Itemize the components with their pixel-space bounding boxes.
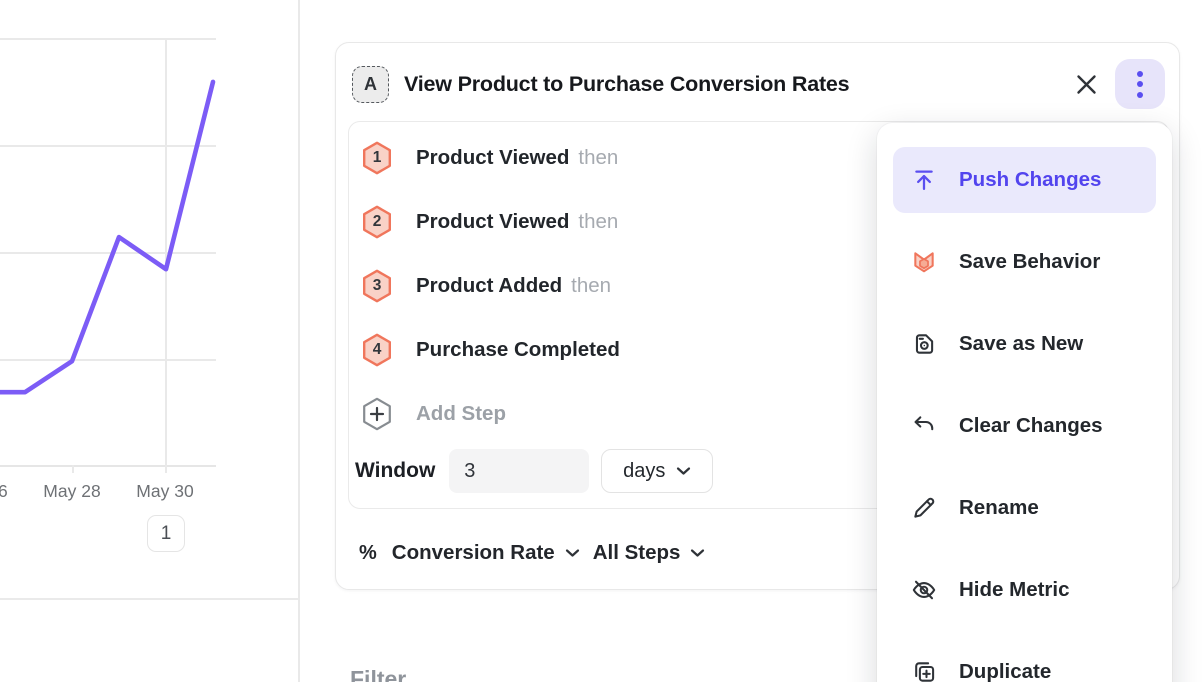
funnel-step-row[interactable]: 2 Product Viewed then [362, 190, 1168, 254]
funnel-steps-box: 1 Product Viewed then 2 Product Viewed then 3 P… [348, 121, 1169, 509]
hexagon-step-icon: 4 [362, 333, 392, 367]
kebab-icon [1137, 70, 1143, 77]
chart-gridline [0, 359, 216, 361]
undo-icon [911, 413, 937, 439]
kebab-icon [1137, 91, 1143, 98]
push-changes-icon [911, 167, 937, 193]
menu-item-label: Hide Metric [959, 578, 1070, 601]
step-event-label: Product Viewed [416, 210, 570, 233]
window-unit-select[interactable]: days [601, 449, 714, 493]
menu-item-hide-metric[interactable]: Hide Metric [893, 557, 1156, 623]
chart-card-bottom-border [0, 598, 299, 600]
chevron-down-icon [691, 549, 705, 557]
context-menu: Push Changes Save Behavior Save as New Clea… [877, 123, 1172, 682]
chart-tick [72, 465, 74, 473]
metric-title: View Product to Purchase Conversion Rate… [404, 71, 850, 96]
add-step-button[interactable]: Add Step [362, 382, 1168, 446]
eye-off-icon [911, 577, 937, 603]
save-as-new-icon [911, 331, 937, 357]
chart-gridline [0, 145, 216, 147]
metric-letter-badge[interactable]: A [352, 65, 389, 103]
step-event-label: Product Added [416, 274, 563, 297]
menu-item-clear-changes[interactable]: Clear Changes [893, 393, 1156, 459]
x-tick-label: May 26 [0, 481, 8, 501]
menu-item-push-changes[interactable]: Push Changes [893, 147, 1156, 213]
chart-gridline [0, 252, 216, 254]
x-tick-label: May 28 [43, 481, 101, 501]
window-row: Window days [355, 448, 1168, 494]
step-then-connector: then [578, 210, 619, 233]
chart-gridline [165, 38, 167, 473]
metric-type-row: % Conversion Rate All Steps [359, 535, 705, 571]
steps-scope-dropdown-trigger[interactable] [690, 548, 705, 558]
header-actions [1069, 59, 1165, 109]
panel-divider [298, 0, 300, 682]
menu-item-label: Duplicate [959, 660, 1052, 682]
chart-x-axis [0, 465, 216, 467]
window-value-input[interactable] [449, 449, 590, 493]
step-then-connector: then [578, 146, 619, 169]
series-pager-button[interactable]: 1 [147, 515, 185, 552]
step-number: 2 [372, 213, 382, 230]
step-event-label: Purchase Completed [416, 338, 620, 361]
window-label: Window [355, 459, 436, 482]
close-button[interactable] [1069, 67, 1103, 101]
steps-scope-dropdown[interactable]: All Steps [592, 541, 681, 564]
pencil-icon [911, 495, 937, 521]
funnel-step-row[interactable]: 3 Product Added then [362, 254, 1168, 318]
hexagon-step-icon: 1 [362, 141, 392, 175]
chevron-down-icon [677, 467, 691, 475]
metric-type-dropdown-trigger[interactable] [565, 548, 580, 558]
step-event-label: Product Viewed [416, 146, 570, 169]
step-number: 3 [372, 277, 382, 294]
menu-item-save-behavior[interactable]: Save Behavior [893, 229, 1156, 295]
close-icon [1076, 74, 1096, 94]
step-then-connector: then [571, 274, 612, 297]
menu-item-label: Save as New [959, 332, 1084, 355]
funnel-step-row[interactable]: 1 Product Viewed then [362, 126, 1168, 190]
save-behavior-icon [911, 249, 937, 275]
hexagon-step-icon: 2 [362, 205, 392, 239]
menu-item-label: Rename [959, 496, 1039, 519]
menu-item-label: Save Behavior [959, 250, 1101, 273]
menu-item-save-as-new[interactable]: Save as New [893, 311, 1156, 377]
step-number: 1 [372, 149, 382, 166]
conversion-line-chart [0, 79, 216, 395]
chart-gridline [0, 38, 216, 40]
funnel-step-row[interactable]: 4 Purchase Completed [362, 318, 1168, 382]
filter-section-heading: Filter [350, 666, 407, 682]
menu-item-duplicate[interactable]: Duplicate [893, 639, 1156, 682]
hexagon-step-icon: 3 [362, 269, 392, 303]
menu-item-label: Clear Changes [959, 414, 1103, 437]
x-tick-label: May 30 [136, 481, 194, 501]
kebab-icon [1137, 81, 1143, 87]
card-header: A View Product to Purchase Conversion Ra… [350, 59, 1165, 109]
duplicate-icon [911, 659, 937, 682]
more-options-button[interactable] [1115, 59, 1165, 109]
add-step-label: Add Step [416, 402, 506, 425]
window-unit-value: days [623, 459, 666, 482]
percent-icon: % [359, 541, 377, 564]
menu-item-label: Push Changes [959, 168, 1102, 191]
plus-hexagon-icon [362, 397, 392, 431]
step-number: 4 [372, 341, 382, 358]
menu-item-rename[interactable]: Rename [893, 475, 1156, 541]
chevron-down-icon [565, 549, 579, 557]
metric-type-dropdown[interactable]: Conversion Rate [391, 541, 555, 564]
